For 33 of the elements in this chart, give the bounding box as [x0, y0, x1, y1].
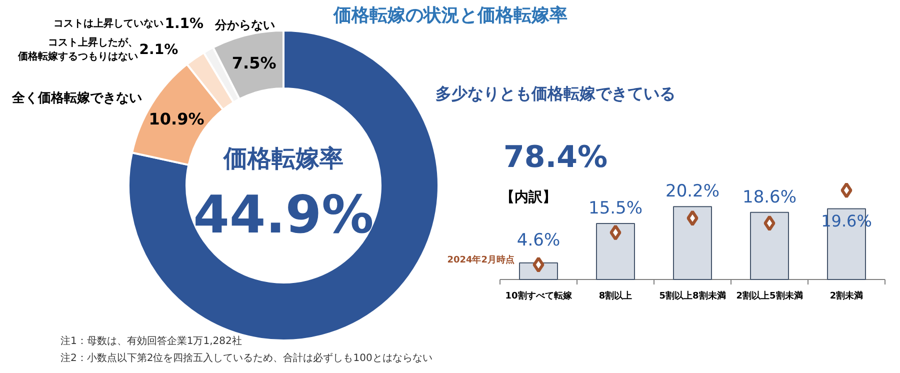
- text: 価格転嫁率: [222, 144, 344, 172]
- text: 注1：母数は、有効回答企業1万1,282社: [60, 335, 242, 347]
- slice-label: 多少なりとも価格転嫁できている: [436, 84, 676, 103]
- point: [610, 224, 622, 241]
- chart-subtitle: 【内訳】: [500, 190, 556, 206]
- point: [686, 210, 698, 226]
- x-tick-label: 2割未満: [830, 290, 864, 302]
- data-label: 1.1%: [164, 16, 204, 32]
- data-label: 7.5%: [232, 53, 276, 72]
- bar: [750, 212, 789, 280]
- bar: [596, 223, 635, 280]
- data-label: 20.2%: [666, 182, 720, 202]
- x-tick-label: 2割以上5割未満: [736, 290, 803, 302]
- slice-label: 全く価格転嫁できない: [11, 90, 142, 106]
- bar: [673, 206, 712, 280]
- point: [840, 182, 852, 198]
- point: [764, 215, 776, 232]
- data-label: 10.9%: [148, 109, 204, 128]
- slice-label: コスト上昇したが、価格転嫁するつもりはない: [17, 36, 138, 62]
- text: 2024年2月時点: [447, 254, 514, 266]
- slice-label: コストは上昇していない: [54, 17, 164, 30]
- x-tick-label: 10割すべて転嫁: [505, 290, 573, 302]
- data-label: 78.4%: [503, 140, 608, 175]
- data-label: 15.5%: [588, 198, 643, 219]
- x-tick-label: 5割以上8割未満: [659, 290, 726, 302]
- text: 注2：小数点以下第2位を四捨五入しているため、合計は必ずしも100とはならない: [60, 352, 432, 364]
- data-label: 18.6%: [742, 187, 797, 208]
- chart-title: 価格転嫁の状況と価格転嫁率: [332, 5, 568, 26]
- data-label: 4.6%: [516, 230, 560, 251]
- x-tick-label: 8割以上: [598, 290, 632, 302]
- text: 44.9%: [193, 186, 374, 246]
- data-label: 2.1%: [139, 42, 178, 58]
- slice-label: 分からない: [214, 18, 275, 32]
